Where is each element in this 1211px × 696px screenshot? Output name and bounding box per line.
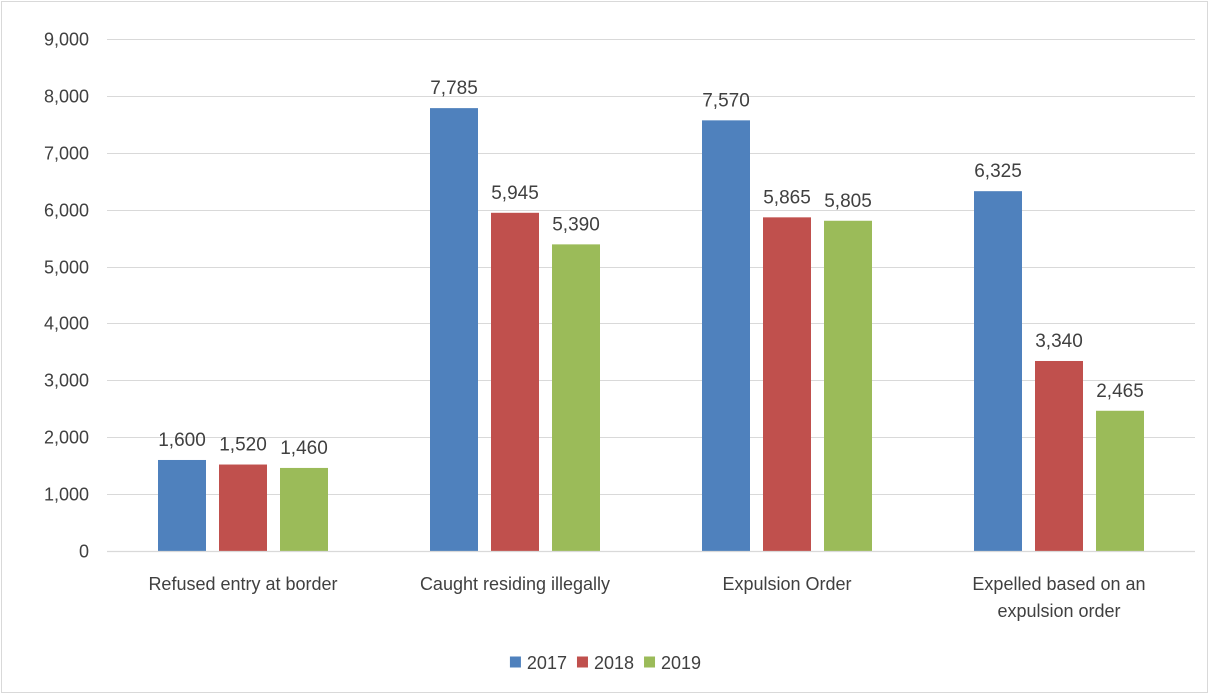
legend: 2017 2018 2019 [509, 653, 701, 673]
y-tick-label: 5,000 [44, 258, 89, 278]
y-tick-label: 1,000 [44, 485, 89, 505]
category-label: Expelled based on an [972, 574, 1145, 594]
data-label: 6,325 [974, 161, 1022, 182]
data-label: 7,785 [430, 78, 478, 99]
data-label: 5,390 [552, 214, 600, 235]
bar-2018 [1035, 360, 1083, 551]
bar-2017 [974, 191, 1022, 551]
data-labels: 1,600 1,520 1,460 7,785 5,945 5,390 7,570 5,865… [158, 78, 1144, 459]
gridlines [107, 39, 1195, 495]
bar-2018 [763, 217, 811, 551]
data-label: 1,460 [280, 438, 328, 459]
legend-label-2019: 2019 [661, 653, 701, 673]
bar-2017 [158, 459, 206, 551]
bar-2019 [824, 220, 872, 551]
data-label: 1,600 [158, 430, 206, 451]
y-tick-label: 4,000 [44, 314, 89, 334]
x-axis: Refused entry at border Caught residing i… [107, 550, 1195, 621]
y-tick-label: 9,000 [44, 30, 89, 50]
bar-2018 [219, 464, 267, 551]
data-label: 5,865 [763, 187, 811, 208]
data-label: 1,520 [219, 435, 267, 456]
data-label: 5,945 [491, 183, 539, 204]
category-label: expulsion order [997, 601, 1120, 621]
y-tick-label: 2,000 [44, 428, 89, 448]
y-tick-label: 3,000 [44, 371, 89, 391]
legend-swatch-2017 [509, 656, 521, 668]
bar-2019 [552, 244, 600, 551]
legend-label-2018: 2018 [594, 653, 634, 673]
bar-2019 [1096, 410, 1144, 551]
category-label: Caught residing illegally [420, 574, 610, 594]
y-tick-label: 8,000 [44, 87, 89, 107]
bars [158, 108, 1144, 552]
data-label: 7,570 [702, 90, 750, 111]
bar-2019 [280, 467, 328, 551]
category-label: Refused entry at border [148, 574, 337, 594]
bar-2017 [702, 120, 750, 552]
data-label: 2,465 [1096, 381, 1144, 402]
y-tick-label: 7,000 [44, 144, 89, 164]
bar-2017 [430, 108, 478, 552]
y-tick-label: 0 [79, 542, 89, 562]
legend-swatch-2019 [644, 656, 656, 668]
data-label: 5,805 [824, 191, 872, 212]
bar-2018 [491, 212, 539, 551]
legend-swatch-2018 [576, 656, 588, 668]
y-tick-label: 6,000 [44, 201, 89, 221]
category-label: Expulsion Order [722, 574, 851, 594]
data-label: 3,340 [1035, 331, 1083, 352]
legend-label-2017: 2017 [527, 653, 567, 673]
y-axis-tick-labels: 0 1,000 2,000 3,000 4,000 5,000 6,000 7,000 8,00… [44, 30, 89, 562]
